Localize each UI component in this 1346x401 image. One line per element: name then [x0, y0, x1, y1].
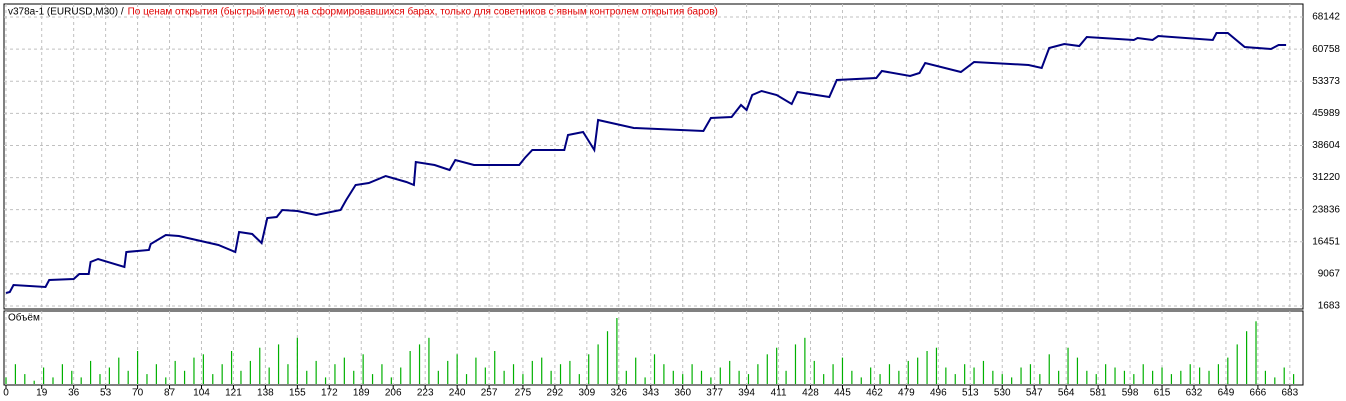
x-tick-label: 138	[257, 388, 274, 399]
x-tick-label: 257	[481, 388, 498, 399]
main-panel	[3, 3, 1304, 310]
x-tick-label: 206	[385, 388, 402, 399]
y-tick-label: 45989	[1312, 108, 1340, 119]
x-tick-label: 121	[225, 388, 242, 399]
x-tick-label: 19	[36, 388, 48, 399]
x-tick-label: 564	[1058, 388, 1075, 399]
y-tick-label: 31220	[1312, 172, 1340, 183]
x-tick-label: 240	[449, 388, 466, 399]
y-tick-label: 16451	[1312, 236, 1340, 247]
x-tick-label: 0	[3, 388, 9, 399]
x-tick-label: 275	[515, 388, 532, 399]
y-tick-label: 23836	[1312, 204, 1340, 215]
x-tick-label: 377	[706, 388, 723, 399]
x-tick-label: 223	[417, 388, 434, 399]
x-tick-label: 581	[1090, 388, 1107, 399]
x-tick-label: 513	[962, 388, 979, 399]
x-tick-label: 683	[1281, 388, 1298, 399]
chart-title: v378a-1 (EURUSD,M30) /	[8, 7, 124, 18]
x-tick-label: 172	[321, 388, 338, 399]
x-tick-label: 155	[289, 388, 306, 399]
x-tick-label: 104	[193, 388, 210, 399]
chart-subtitle: По ценам открытия (быстрый метод на сфор…	[128, 6, 718, 18]
x-tick-label: 462	[866, 388, 883, 399]
x-tick-label: 479	[898, 388, 915, 399]
x-tick-label: 53	[100, 388, 112, 399]
x-tick-label: 428	[802, 388, 819, 399]
y-tick-label: 1683	[1318, 301, 1341, 312]
x-tick-label: 70	[132, 388, 144, 399]
x-tick-label: 292	[547, 388, 564, 399]
x-tick-label: 445	[834, 388, 851, 399]
x-tick-label: 309	[578, 388, 595, 399]
x-tick-label: 411	[771, 388, 787, 399]
grid	[4, 4, 1303, 385]
volume-panel	[3, 310, 1304, 386]
x-tick-label: 496	[930, 388, 947, 399]
equity-line	[5, 32, 1287, 294]
x-tick-label: 87	[164, 388, 176, 399]
x-tick-label: 189	[353, 388, 370, 399]
y-tick-label: 60758	[1312, 44, 1340, 55]
y-tick-label: 68142	[1312, 12, 1340, 23]
y-tick-label: 53373	[1312, 76, 1340, 87]
x-tick-label: 343	[642, 388, 659, 399]
x-tick-label: 36	[68, 388, 80, 399]
x-tick-label: 632	[1186, 388, 1203, 399]
y-tick-label: 38604	[1312, 140, 1340, 151]
x-tick-label: 547	[1026, 388, 1043, 399]
volume-title: Объём	[8, 312, 40, 324]
x-tick-label: 649	[1218, 388, 1235, 399]
x-tick-label: 666	[1250, 388, 1267, 399]
y-tick-label: 9067	[1318, 269, 1341, 280]
x-tick-label: 615	[1154, 388, 1171, 399]
marks	[5, 32, 1295, 384]
x-tick-label: 360	[674, 388, 691, 399]
x-tick-label: 326	[610, 388, 627, 399]
x-tick-label: 394	[738, 388, 755, 399]
x-tick-label: 530	[994, 388, 1011, 399]
x-tick-label: 598	[1122, 388, 1139, 399]
